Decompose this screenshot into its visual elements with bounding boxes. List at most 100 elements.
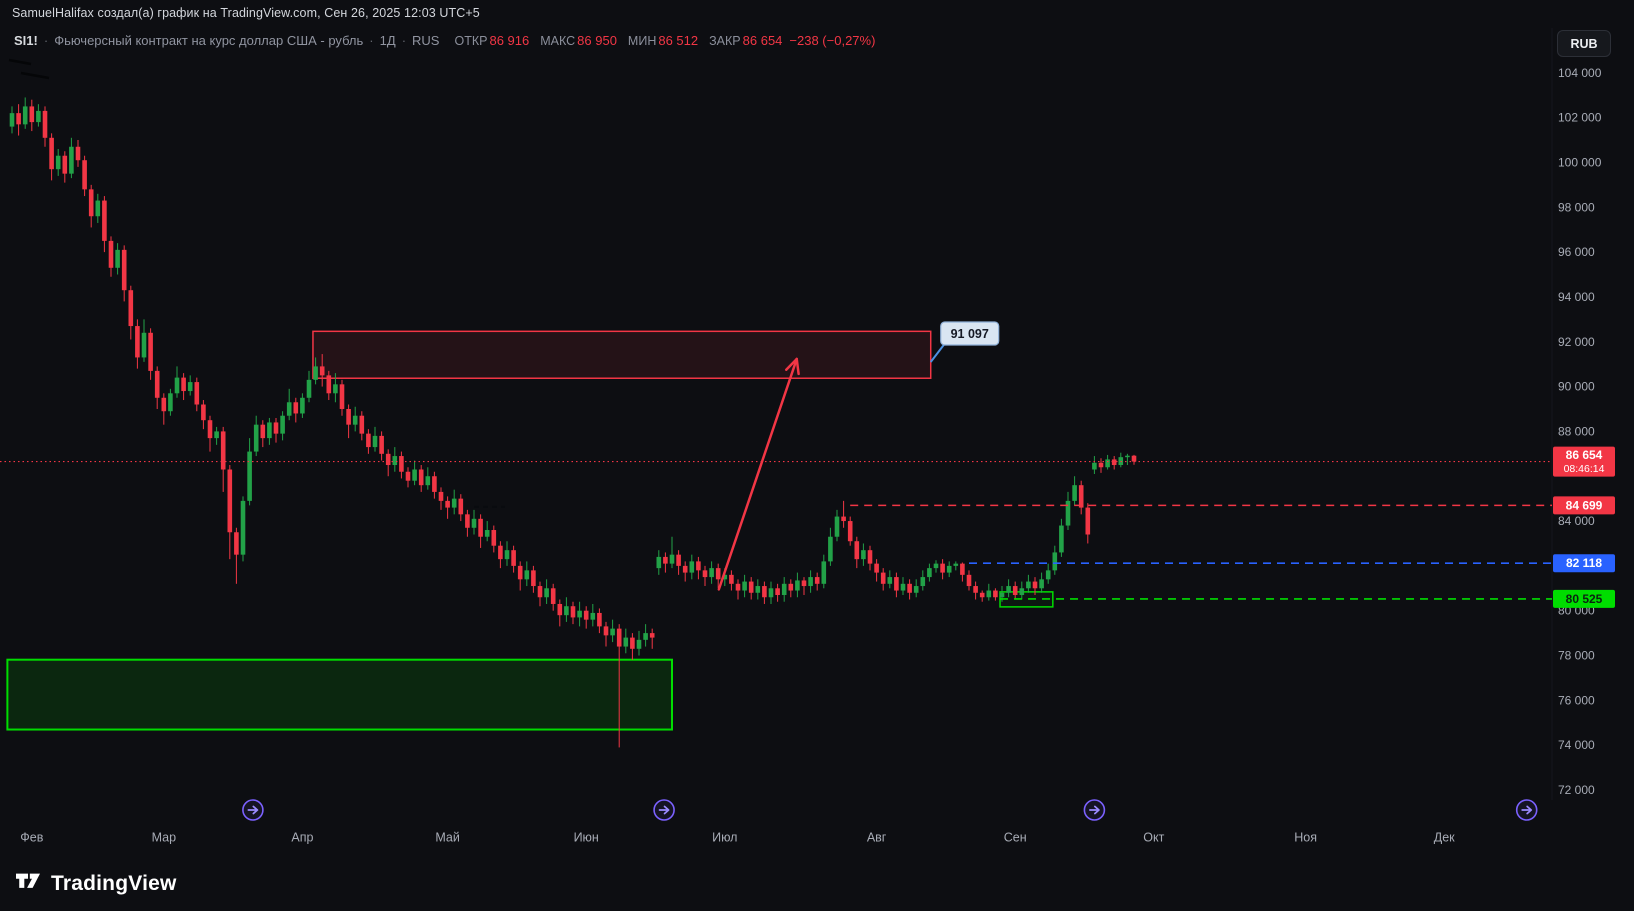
interval-label[interactable]: 1Д: [379, 33, 396, 48]
zone-drawings[interactable]: [6, 330, 1054, 731]
arrow-drawing[interactable]: [717, 357, 800, 591]
price-tick-label: 78 000: [1558, 649, 1595, 663]
month-label: Ноя: [1294, 831, 1317, 845]
candle: [1019, 581, 1025, 600]
candle: [372, 426, 378, 452]
candle: [544, 579, 549, 604]
month-label: Июн: [574, 831, 599, 845]
price-callout[interactable]: 91 097: [929, 321, 1000, 363]
sketch-mark[interactable]: [8, 58, 32, 66]
candle: [458, 494, 464, 522]
supply-zone-drawing[interactable]: [312, 330, 932, 379]
sketch-mark[interactable]: [20, 71, 50, 80]
price-line-label-support: 80 525: [1553, 589, 1615, 608]
candle: [682, 561, 688, 582]
candle: [319, 354, 325, 387]
timeline-event-marker[interactable]: [1515, 799, 1538, 821]
candle: [663, 552, 668, 573]
candle: [128, 285, 134, 340]
price-tick-label: 100 000: [1558, 155, 1602, 169]
timeline-event-marker[interactable]: [1083, 799, 1106, 821]
candle: [227, 465, 233, 560]
candle: [194, 377, 200, 412]
candle: [900, 577, 906, 596]
candle: [1118, 452, 1124, 468]
candle: [385, 449, 391, 477]
candle: [1045, 563, 1051, 584]
candle: [16, 104, 21, 136]
time-axis[interactable]: Фев Мар Апр Май Июн Июл Авг Сен Окт Ноя Дек: [20, 799, 1538, 845]
candle: [293, 397, 299, 423]
candle: [953, 561, 959, 571]
candle: [187, 375, 193, 396]
candle: [755, 579, 761, 600]
candle: [590, 603, 596, 627]
candle: [174, 366, 180, 398]
candle: [247, 438, 252, 506]
price-tick-label: 84 000: [1558, 514, 1595, 528]
candle: [630, 633, 635, 661]
candle: [834, 509, 840, 542]
chart-legend[interactable]: SI1! · Фьючерсный контракт на курс долла…: [14, 33, 875, 48]
footer-bar: TradingView: [14, 869, 177, 898]
candle: [894, 572, 899, 598]
candle: [775, 583, 780, 602]
price-scale[interactable]: 104 000 102 000 100 000 98 000 96 000 94 000 9…: [1553, 66, 1615, 797]
tradingview-logo-text: TradingView: [51, 871, 177, 895]
price-line-label-mid: 82 118: [1553, 554, 1615, 573]
candle: [920, 570, 926, 591]
candle: [1052, 545, 1058, 575]
candle: [366, 429, 371, 454]
candle: [75, 140, 81, 167]
attribution-text: SamuelHalifax создал(а) график на Tradin…: [12, 6, 480, 20]
ohlc-high: МАКС 86 950: [540, 33, 617, 48]
candle: [240, 496, 246, 562]
candle: [748, 577, 754, 600]
candle: [1006, 579, 1011, 598]
candle: [973, 581, 978, 600]
candle: [313, 357, 318, 385]
candle: [709, 561, 714, 584]
price-tick-label: 88 000: [1558, 424, 1595, 438]
candle: [471, 509, 477, 535]
candle: [181, 373, 186, 401]
candle: [425, 467, 431, 490]
candle: [643, 624, 648, 647]
timeline-event-marker[interactable]: [653, 799, 675, 821]
candle: [729, 570, 734, 591]
candle: [762, 581, 767, 604]
price-tick-label: 96 000: [1558, 245, 1595, 259]
candle: [326, 370, 332, 401]
candle: [808, 570, 813, 593]
candle: [102, 196, 107, 253]
ohlc-low: МИН 86 512: [627, 33, 699, 48]
candle: [841, 500, 846, 528]
demand-zone-drawing[interactable]: [6, 658, 673, 731]
candle: [306, 370, 312, 403]
candle: [1072, 476, 1077, 506]
candle: [1059, 518, 1064, 557]
price-tick-label: 76 000: [1558, 693, 1595, 707]
candle: [234, 527, 239, 584]
candle: [669, 536, 675, 569]
candle: [465, 509, 470, 537]
candle: [583, 606, 589, 629]
candle: [828, 527, 833, 566]
currency-toggle-button[interactable]: RUB: [1557, 30, 1611, 57]
candle: [267, 417, 272, 445]
candle: [557, 599, 563, 627]
candle: [1111, 456, 1117, 470]
candle: [9, 106, 15, 134]
candle: [742, 574, 747, 598]
symbol-name[interactable]: SI1!: [14, 33, 38, 48]
candle: [1085, 503, 1091, 544]
price-tick-label: 90 000: [1558, 380, 1595, 394]
timeline-event-marker[interactable]: [242, 799, 264, 821]
candle: [352, 406, 358, 432]
price-tick-label: 94 000: [1558, 290, 1595, 304]
candle: [484, 521, 490, 542]
candle: [1032, 577, 1038, 596]
candle: [108, 236, 114, 277]
candle: [333, 373, 338, 403]
